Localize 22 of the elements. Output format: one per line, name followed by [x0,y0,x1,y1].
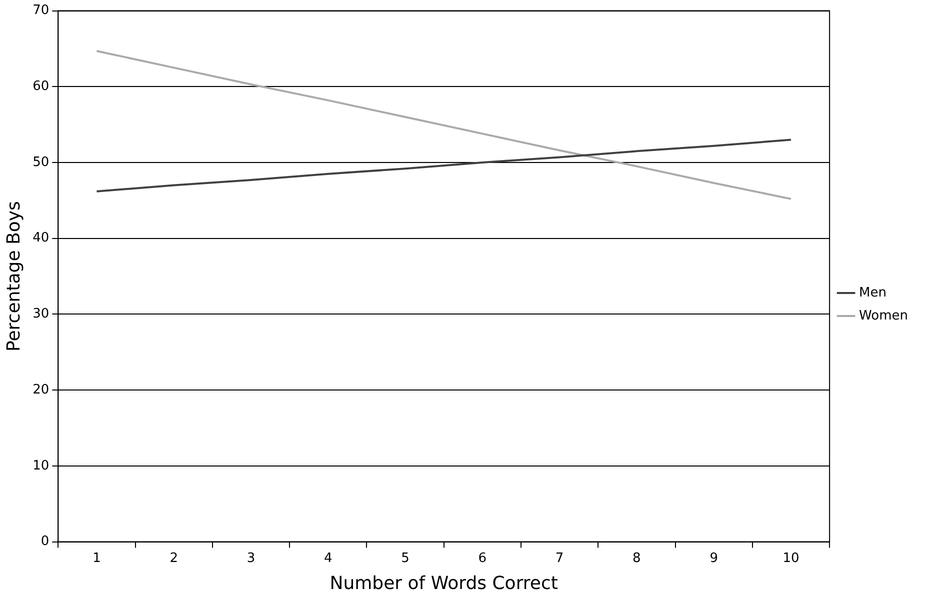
x-tick-label: 8 [632,550,641,566]
x-tick-label: 4 [324,550,332,566]
x-tick-label: 10 [782,550,800,566]
x-tick-label: 5 [401,550,410,566]
y-tick-label: 70 [32,3,50,18]
x-tick-label: 1 [92,550,101,566]
x-tick-label: 3 [246,550,256,566]
y-tick-label: 20 [32,382,50,398]
y-tick-label: 0 [40,534,50,550]
y-tick-label: 10 [32,458,50,474]
x-axis-title: Number of Words Correct [330,572,558,594]
y-tick-label: 60 [32,79,50,94]
x-tick-label: 9 [710,550,718,566]
y-axis-title: Percentage Boys [3,201,24,352]
x-tick-label: 7 [555,550,564,566]
x-tick-label: 6 [478,550,487,566]
legend-label: Men [859,285,887,300]
x-tick-label: 2 [170,550,178,566]
y-tick-label: 40 [32,230,50,246]
y-tick-label: 50 [32,154,50,170]
legend-label: Women [859,308,908,324]
y-tick-label: 30 [32,306,50,322]
